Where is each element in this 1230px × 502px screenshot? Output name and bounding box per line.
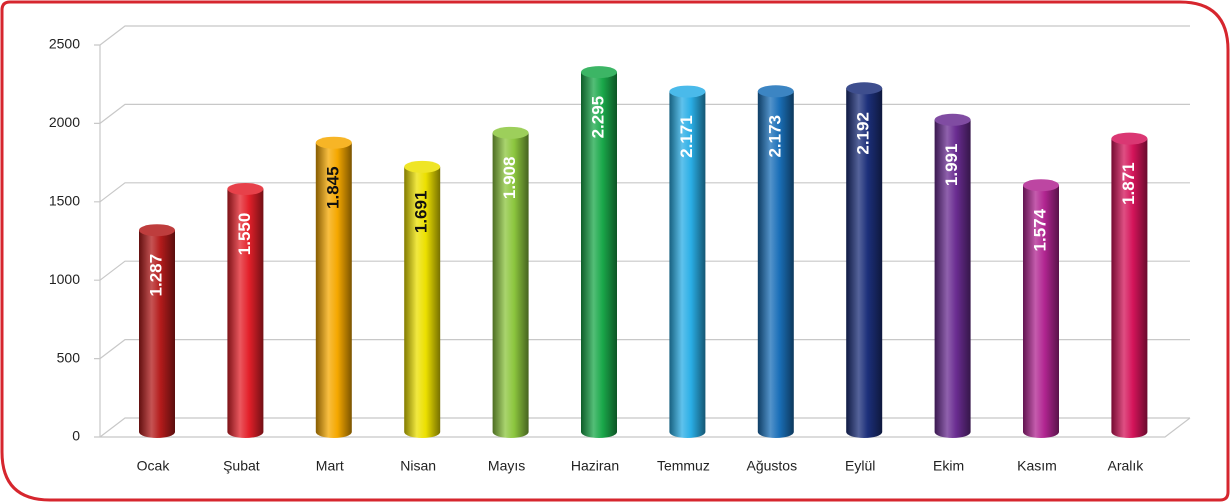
value-label: 1.845 [323,166,342,209]
value-label: 1.550 [235,213,254,256]
grid-line [94,339,1190,360]
value-label: 1.287 [146,254,165,297]
value-label: 1.908 [500,157,519,200]
bar [1023,185,1059,438]
value-label: 1.991 [942,144,961,187]
x-tick-label: Aralık [1108,458,1145,474]
bar-top [757,85,794,98]
value-label: 2.295 [588,96,607,139]
value-label: 2.171 [677,115,696,158]
bar-top [139,224,175,237]
bar [404,166,441,438]
x-tick-label: Şubat [223,458,260,474]
y-tick-label: 1000 [49,271,80,287]
x-tick-label: Haziran [571,458,619,474]
bar [581,72,617,439]
y-tick-label: 1500 [49,193,80,209]
bar [227,188,264,438]
bar-top [846,82,883,95]
bar [846,88,883,438]
bar [139,230,175,438]
y-tick-label: 500 [57,349,81,365]
bar-top [1111,132,1148,145]
grid-line [94,260,1190,281]
y-tick-label: 0 [72,428,80,444]
x-tick-label: Nisan [400,458,436,474]
x-tick-label: Ağustos [747,458,798,474]
bar [1111,138,1148,438]
bar [669,91,706,439]
bar-top [315,136,352,149]
value-label: 2.192 [854,112,873,155]
bar-top [227,182,264,195]
x-tick-label: Eylül [845,458,875,474]
bar-top [934,113,971,126]
bar-top [404,160,441,173]
bar [492,132,529,438]
bar [934,119,971,438]
y-tick-label: 2500 [49,36,80,52]
bar-top [1023,179,1059,192]
bar-top [492,126,529,139]
grid-line [94,182,1190,203]
grid-line [94,417,1191,438]
y-tick-label: 2000 [49,114,80,130]
x-tick-label: Kasım [1017,458,1057,474]
grid-line [94,25,1190,46]
x-tick-label: Ekim [933,458,964,474]
bar-top [581,66,617,79]
value-label: 2.173 [765,115,784,158]
x-tick-label: Mayıs [488,458,525,474]
bar [315,142,352,439]
x-tick-label: Mart [316,458,344,474]
value-label: 1.574 [1030,208,1049,251]
value-label: 1.691 [412,191,431,234]
x-tick-label: Temmuz [657,458,710,474]
bar [757,91,794,439]
grid-line [94,103,1190,124]
bar-top [669,85,706,98]
x-tick-label: Ocak [137,458,171,474]
value-label: 1.871 [1119,162,1138,205]
